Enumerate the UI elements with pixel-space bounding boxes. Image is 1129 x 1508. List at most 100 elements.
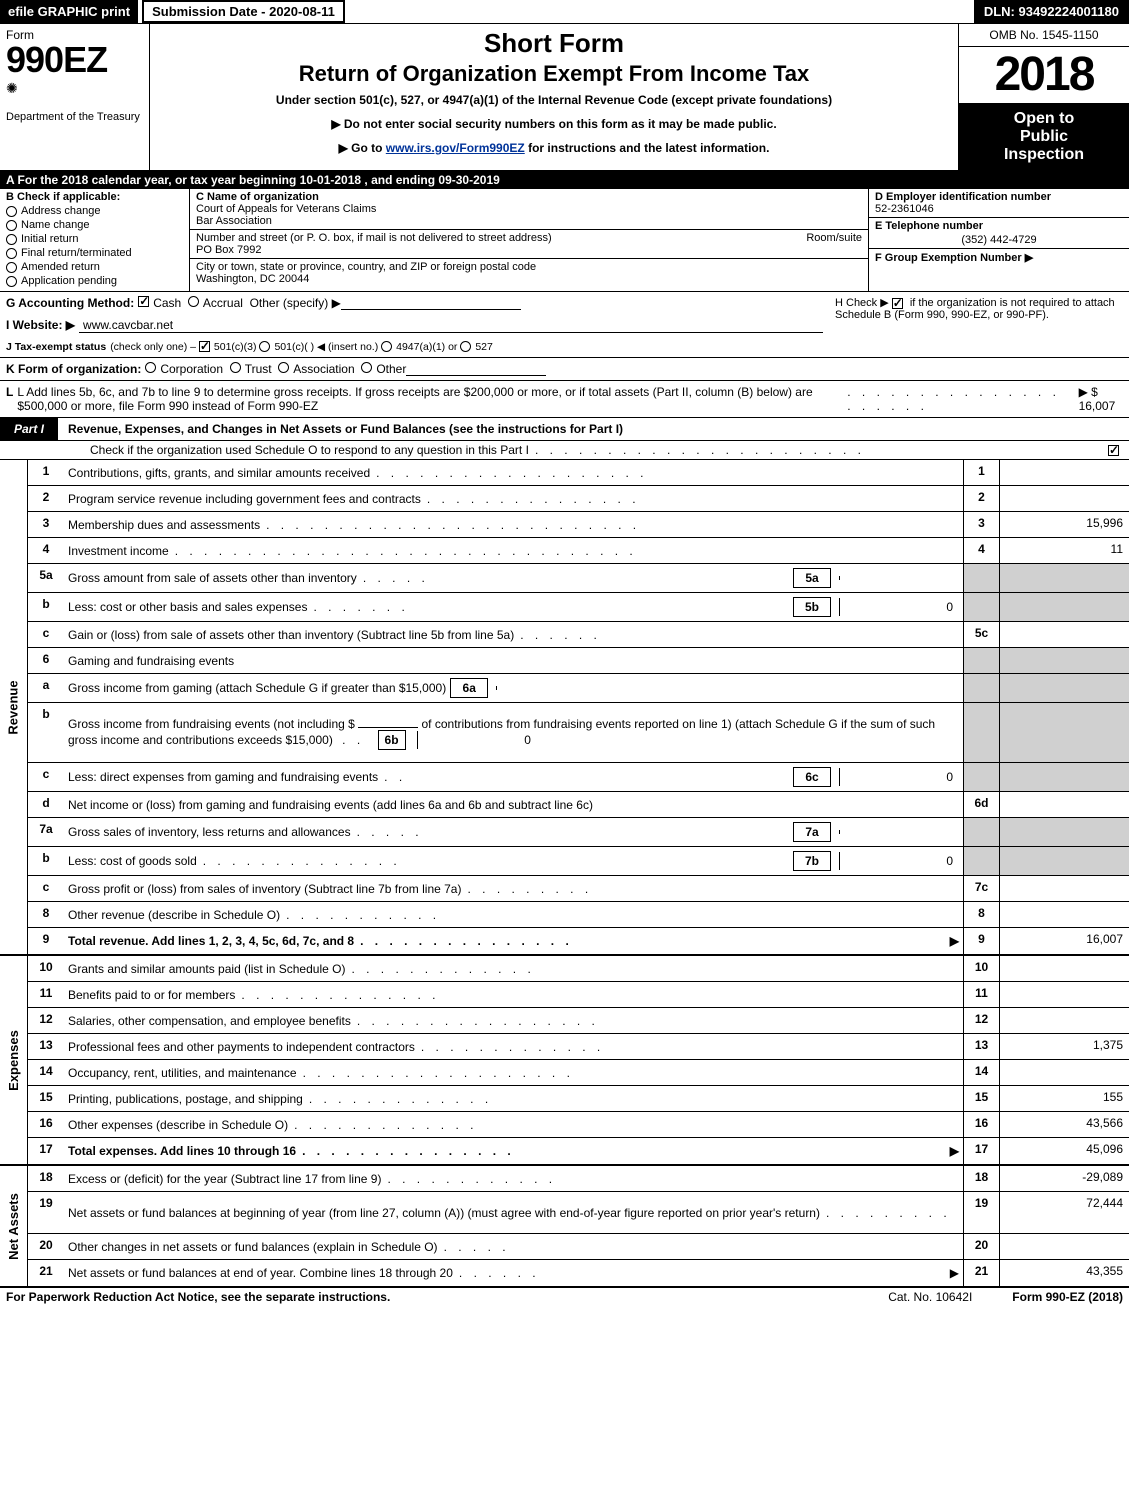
line-13: 13 Professional fees and other payments … — [28, 1034, 1129, 1060]
inner-val — [496, 686, 616, 690]
chk-h[interactable] — [892, 298, 903, 309]
arrow2-prefix: ▶ Go to — [339, 141, 386, 155]
line-num: 17 — [28, 1138, 64, 1164]
l-value: 16,007 — [1079, 399, 1116, 413]
efile-print-label[interactable]: efile GRAPHIC print — [0, 0, 138, 23]
chk-schedule-o[interactable] — [1108, 445, 1119, 456]
website-value[interactable]: www.cavcbar.net — [79, 318, 823, 333]
line-desc: Program service revenue including govern… — [64, 486, 963, 511]
chk-assoc[interactable] — [278, 362, 289, 373]
line-desc: Excess or (deficit) for the year (Subtra… — [64, 1166, 963, 1191]
org-name-row: C Name of organization Court of Appeals … — [190, 189, 868, 230]
net-assets-section: Net Assets 18 Excess or (deficit) for th… — [0, 1165, 1129, 1287]
line-desc: Professional fees and other payments to … — [64, 1034, 963, 1059]
period-begin: 10-01-2018 — [300, 173, 361, 187]
right-val — [999, 1060, 1129, 1085]
right-val — [999, 460, 1129, 485]
line-desc: Salaries, other compensation, and employ… — [64, 1008, 963, 1033]
chk-4947[interactable] — [381, 341, 392, 352]
k-label: K Form of organization: — [6, 362, 141, 376]
chk-501c3[interactable] — [199, 341, 210, 352]
line-num: 19 — [28, 1192, 64, 1233]
chk-amended-return[interactable]: Amended return — [6, 261, 183, 273]
checkbox-icon[interactable] — [6, 220, 17, 231]
right-val — [999, 486, 1129, 511]
chk-accrual[interactable] — [188, 296, 199, 307]
right-val — [999, 763, 1129, 791]
right-num: 2 — [963, 486, 999, 511]
desc-text: Net assets or fund balances at end of ye… — [68, 1266, 453, 1280]
dots: . . . . . . . . . . . . . . . . . . . . … — [841, 385, 1078, 413]
right-val: 45,096 — [999, 1138, 1129, 1164]
part-1-subtitle-row: Check if the organization used Schedule … — [0, 441, 1129, 459]
chk-501c[interactable] — [259, 341, 270, 352]
right-val — [999, 564, 1129, 592]
net-assets-text: Net Assets — [6, 1193, 21, 1260]
right-num: 21 — [963, 1260, 999, 1286]
desc-text: Net assets or fund balances at beginning… — [68, 1206, 820, 1220]
chk-527[interactable] — [460, 341, 471, 352]
header-arrow-2: ▶ Go to www.irs.gov/Form990EZ for instru… — [158, 141, 950, 155]
inner-val: 0 — [839, 598, 959, 616]
opt-assoc: Association — [293, 362, 354, 376]
desc-text: Benefits paid to or for members — [68, 988, 235, 1002]
i-label: I Website: ▶ — [6, 318, 75, 332]
blank-input[interactable] — [358, 727, 418, 728]
opt-501c: 501(c)( ) ◀ (insert no.) — [274, 341, 378, 353]
line-desc: Gross profit or (loss) from sales of inv… — [64, 876, 963, 901]
section-b-title: B Check if applicable: — [6, 191, 183, 203]
chk-other-k[interactable] — [361, 362, 372, 373]
chk-address-change[interactable]: Address change — [6, 205, 183, 217]
arrow-icon: ▶ — [950, 934, 959, 948]
chk-name-change[interactable]: Name change — [6, 219, 183, 231]
line-num: 3 — [28, 512, 64, 537]
chk-final-return[interactable]: Final return/terminated — [6, 247, 183, 259]
right-val: 155 — [999, 1086, 1129, 1111]
revenue-section: Revenue 1 Contributions, gifts, grants, … — [0, 459, 1129, 955]
right-num: 9 — [963, 928, 999, 954]
line-num: c — [28, 763, 64, 791]
chk-trust[interactable] — [230, 362, 241, 373]
chk-application-pending[interactable]: Application pending — [6, 275, 183, 287]
desc-text: Investment income — [68, 544, 169, 558]
arrow-icon: ▶ — [950, 1144, 959, 1158]
l-arrow: ▶ $ — [1079, 385, 1098, 399]
line-num: 18 — [28, 1166, 64, 1191]
irs-link[interactable]: www.irs.gov/Form990EZ — [386, 141, 525, 155]
line-19: 19 Net assets or fund balances at beginn… — [28, 1192, 1129, 1234]
line-num: 14 — [28, 1060, 64, 1085]
right-val — [999, 593, 1129, 621]
section-d-e-f: D Employer identification number 52-2361… — [869, 189, 1129, 291]
desc-text: Program service revenue including govern… — [68, 492, 421, 506]
desc-text: Gross amount from sale of assets other t… — [68, 571, 357, 585]
chk-label: Name change — [21, 219, 90, 231]
desc-text: Net income or (loss) from gaming and fun… — [68, 798, 593, 812]
other-input[interactable] — [341, 296, 521, 310]
expenses-side-label: Expenses — [0, 956, 28, 1164]
chk-corp[interactable] — [145, 362, 156, 373]
chk-cash[interactable] — [138, 296, 149, 307]
city-label: City or town, state or province, country… — [196, 261, 536, 273]
section-c-label: C Name of organization — [196, 191, 376, 203]
chk-initial-return[interactable]: Initial return — [6, 233, 183, 245]
row-g-h: G Accounting Method: Cash Accrual Other … — [0, 292, 1129, 357]
checkbox-icon[interactable] — [6, 276, 17, 287]
right-num: 3 — [963, 512, 999, 537]
part-1-label: Part I — [0, 418, 58, 440]
checkbox-icon[interactable] — [6, 206, 17, 217]
checkbox-icon[interactable] — [6, 234, 17, 245]
row-g: G Accounting Method: Cash Accrual Other … — [0, 292, 829, 357]
line-2: 2 Program service revenue including gove… — [28, 486, 1129, 512]
part-1-title: Revenue, Expenses, and Changes in Net As… — [58, 422, 623, 436]
line-num: 20 — [28, 1234, 64, 1259]
accrual-label: Accrual — [203, 296, 243, 310]
checkbox-icon[interactable] — [6, 262, 17, 273]
line-desc: Gross amount from sale of assets other t… — [64, 564, 963, 592]
cash-label: Cash — [153, 296, 181, 310]
expenses-section: Expenses 10 Grants and similar amounts p… — [0, 955, 1129, 1165]
line-7a: 7a Gross sales of inventory, less return… — [28, 818, 1129, 847]
right-num: 5c — [963, 622, 999, 647]
other-k-input[interactable] — [406, 362, 546, 376]
checkbox-icon[interactable] — [6, 248, 17, 259]
line-desc: Membership dues and assessments. . . . .… — [64, 512, 963, 537]
